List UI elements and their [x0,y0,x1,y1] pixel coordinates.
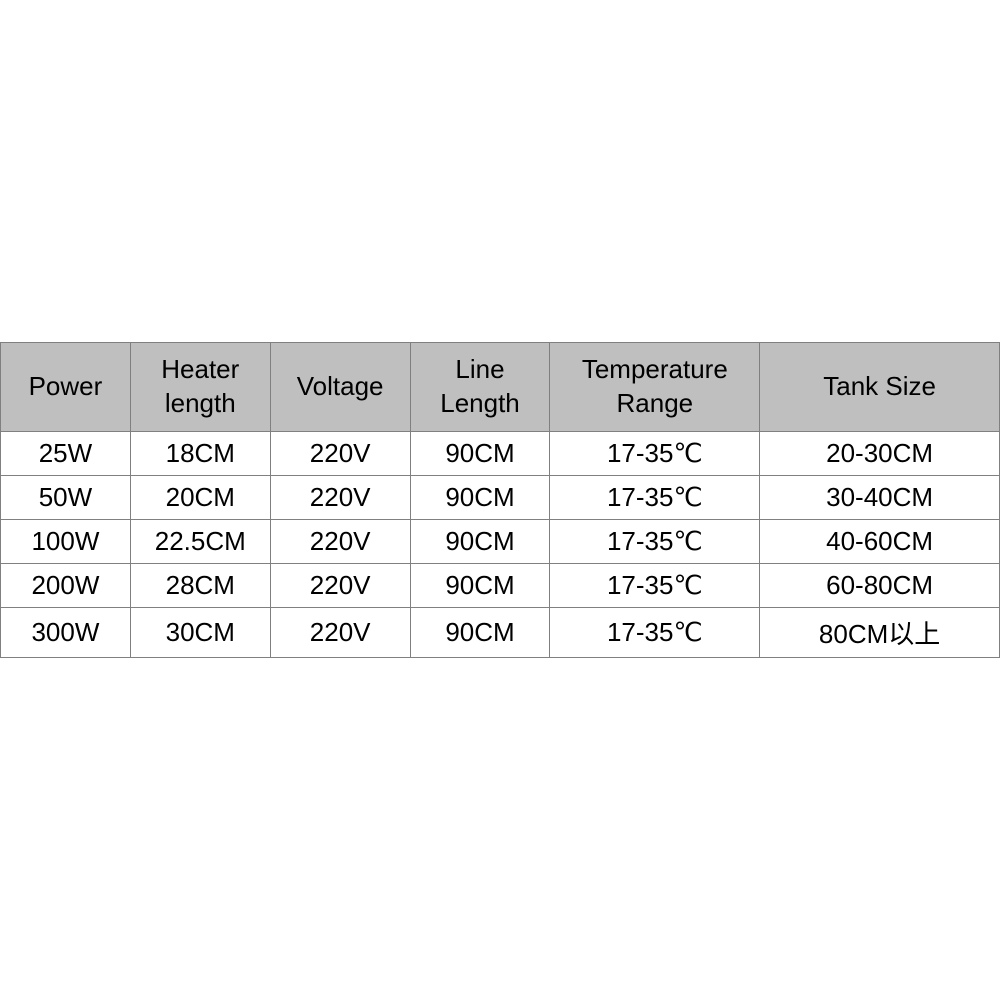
header-tank-size: Tank Size [760,343,1000,432]
table-row: 25W 18CM 220V 90CM 17-35℃ 20-30CM [1,431,1000,475]
cell-power: 25W [1,431,131,475]
cell-heater-length: 30CM [130,607,270,657]
cell-heater-length: 22.5CM [130,519,270,563]
header-line-length: Line Length [410,343,550,432]
cell-tank-size: 30-40CM [760,475,1000,519]
cell-tank-size: 80CM以上 [760,607,1000,657]
cell-temperature-range: 17-35℃ [550,607,760,657]
table-row: 50W 20CM 220V 90CM 17-35℃ 30-40CM [1,475,1000,519]
cell-line-length: 90CM [410,431,550,475]
cell-heater-length: 18CM [130,431,270,475]
cell-line-length: 90CM [410,607,550,657]
cell-voltage: 220V [270,475,410,519]
cell-temperature-range: 17-35℃ [550,563,760,607]
table-row: 200W 28CM 220V 90CM 17-35℃ 60-80CM [1,563,1000,607]
header-voltage: Voltage [270,343,410,432]
cell-voltage: 220V [270,519,410,563]
cell-heater-length: 28CM [130,563,270,607]
table-header: Power Heater length Voltage Line Length … [1,343,1000,432]
cell-voltage: 220V [270,431,410,475]
cell-temperature-range: 17-35℃ [550,431,760,475]
cell-heater-length: 20CM [130,475,270,519]
cell-voltage: 220V [270,563,410,607]
table-row: 100W 22.5CM 220V 90CM 17-35℃ 40-60CM [1,519,1000,563]
cell-temperature-range: 17-35℃ [550,475,760,519]
cell-tank-size: 60-80CM [760,563,1000,607]
cell-tank-size: 40-60CM [760,519,1000,563]
spec-table-container: Power Heater length Voltage Line Length … [0,342,1000,658]
header-temperature-range: Temperature Range [550,343,760,432]
cell-voltage: 220V [270,607,410,657]
spec-table: Power Heater length Voltage Line Length … [0,342,1000,658]
cell-power: 100W [1,519,131,563]
cell-line-length: 90CM [410,475,550,519]
table-row: 300W 30CM 220V 90CM 17-35℃ 80CM以上 [1,607,1000,657]
cell-power: 50W [1,475,131,519]
header-row: Power Heater length Voltage Line Length … [1,343,1000,432]
cell-tank-size: 20-30CM [760,431,1000,475]
table-body: 25W 18CM 220V 90CM 17-35℃ 20-30CM 50W 20… [1,431,1000,657]
cell-power: 200W [1,563,131,607]
cell-line-length: 90CM [410,563,550,607]
cell-line-length: 90CM [410,519,550,563]
cell-temperature-range: 17-35℃ [550,519,760,563]
header-power: Power [1,343,131,432]
header-heater-length: Heater length [130,343,270,432]
cell-power: 300W [1,607,131,657]
